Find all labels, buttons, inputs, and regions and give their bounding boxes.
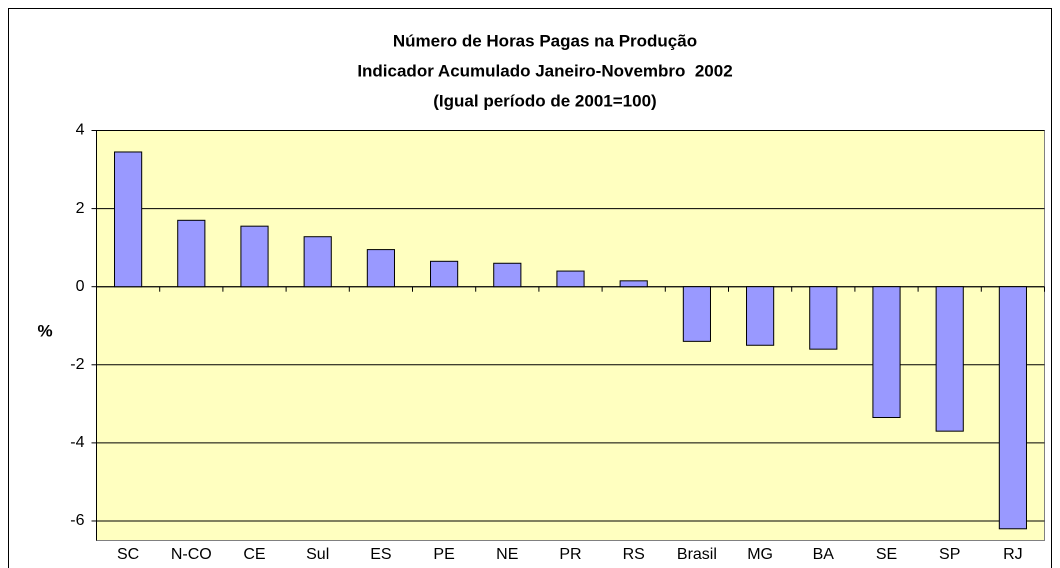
bar (556, 270, 585, 288)
bar (746, 286, 775, 346)
x-tick-label: SE (876, 546, 897, 563)
x-tick-label: RJ (1003, 546, 1023, 563)
bar (240, 225, 269, 288)
x-tick-label: Sul (306, 546, 329, 563)
bar (493, 262, 522, 288)
bar (872, 286, 901, 419)
x-tick-label: NE (496, 546, 518, 563)
x-tick-label: Brasil (677, 546, 717, 563)
bar (998, 286, 1027, 530)
bar (366, 249, 395, 288)
y-tick-label: 2 (76, 200, 85, 217)
x-tick-label: SP (939, 546, 960, 563)
bar (935, 286, 964, 432)
chart-subtitle: (Igual período de 2001=100) (433, 91, 656, 110)
x-tick-label: N-CO (171, 546, 212, 563)
x-tick-label: ES (370, 546, 391, 563)
x-tick-label: MG (747, 546, 773, 563)
x-tick-label: SC (117, 546, 139, 563)
y-tick-label: 0 (76, 278, 85, 295)
chart-title: Número de Horas Pagas na Produção (393, 31, 697, 50)
y-tick-label: -4 (70, 434, 84, 451)
bar (430, 260, 459, 288)
bar (809, 286, 838, 350)
bar (303, 236, 332, 288)
x-tick-label: CE (243, 546, 265, 563)
bar (619, 280, 648, 288)
bar (682, 286, 711, 342)
x-tick-label: PE (433, 546, 454, 563)
y-axis-label: % (37, 321, 52, 340)
plot-area (96, 130, 1045, 541)
bar (177, 219, 206, 288)
bar (114, 151, 143, 288)
x-tick-label: RS (623, 546, 645, 563)
x-tick-label: PR (559, 546, 581, 563)
y-tick-label: 4 (76, 122, 85, 139)
x-tick-label: BA (813, 546, 835, 563)
chart-subtitle: Indicador Acumulado Janeiro-Novembro 200… (357, 61, 732, 80)
y-tick-label: -2 (70, 356, 84, 373)
y-tick-label: -6 (70, 512, 84, 529)
